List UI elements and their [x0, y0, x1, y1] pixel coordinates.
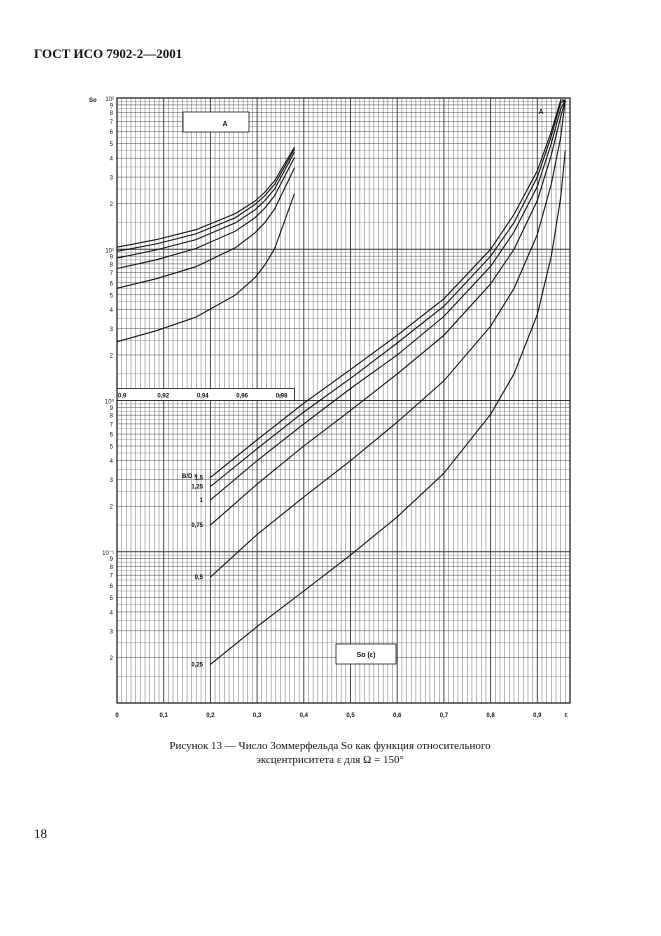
- y-tick-label: 5: [110, 445, 114, 451]
- x-axis-label: ε: [564, 712, 567, 719]
- x-tick-label: 0,2: [206, 713, 215, 719]
- inset-series-line-1-25: [116, 148, 295, 252]
- x-tick-label: 0,1: [160, 713, 169, 719]
- y-tick-label: 7: [110, 271, 114, 277]
- inset-series-line-0-5: [116, 167, 295, 289]
- inset-x-tick-label: 0,98: [276, 394, 288, 400]
- x-tick-label: 0,8: [486, 713, 495, 719]
- main-curves: [210, 99, 566, 665]
- y-tick-label: 7: [110, 422, 114, 428]
- y-tick-label: 4: [110, 308, 114, 314]
- inset-series-line-0-25: [116, 193, 296, 343]
- inset-series-line-1-5: [116, 146, 295, 248]
- document-header: ГОСТ ИСО 7902-2—2001: [34, 46, 183, 61]
- y-tick-label: 4: [110, 157, 114, 163]
- inset-x-tick-label: 0,96: [236, 394, 248, 400]
- x-tick-label: 0,9: [533, 713, 542, 719]
- y-decade-label: 10⁻¹: [102, 551, 114, 557]
- y-axis-label: So: [89, 98, 97, 104]
- x-tick-label: 0,4: [300, 713, 309, 719]
- y-tick-label: 8: [110, 414, 114, 420]
- y-decade-label: 10²: [105, 97, 114, 103]
- y-tick-label: 2: [110, 656, 114, 662]
- inset-x-tick-label: 0,9: [118, 394, 127, 400]
- y-tick-label: 2: [110, 202, 114, 208]
- page-number: 18: [34, 826, 47, 841]
- y-tick-label: 6: [110, 281, 114, 287]
- y-tick-label: 8: [110, 111, 114, 117]
- series-line-0-25: [210, 150, 566, 665]
- inset-x-tick-label: 0,94: [197, 394, 209, 400]
- inset-region-box: [182, 111, 250, 133]
- series-line-1-25: [210, 99, 566, 487]
- y-tick-label: 3: [110, 327, 114, 333]
- chart-labels: 9876543298765432987654329876543210²10¹10…: [89, 97, 568, 719]
- y-tick-label: 5: [110, 142, 114, 148]
- caption-line-2: эксцентриситета ε для Ω = 150°: [256, 754, 404, 766]
- y-tick-label: 5: [110, 596, 114, 602]
- series-line-1-5: [210, 99, 566, 478]
- inset-series-line-0-75: [116, 157, 295, 270]
- series-line-0-75: [210, 99, 566, 526]
- ratio-label: B/D =: [182, 474, 198, 480]
- region-label-main: A: [538, 109, 543, 116]
- y-tick-label: 5: [110, 293, 114, 299]
- y-tick-label: 9: [110, 255, 114, 261]
- y-decade-label: 10⁰: [105, 399, 115, 406]
- series-line-1: [210, 99, 566, 501]
- y-tick-label: 2: [110, 353, 114, 359]
- y-tick-label: 2: [110, 505, 114, 511]
- y-tick-label: 4: [110, 610, 114, 616]
- grid-minor: [117, 98, 571, 703]
- inset-grid: [116, 111, 295, 401]
- y-tick-label: 7: [110, 120, 114, 126]
- x-tick-label: 0,6: [393, 713, 402, 719]
- y-tick-label: 6: [110, 433, 114, 439]
- series-label-0-5: 0,5: [195, 575, 204, 581]
- figure-caption: Рисунок 13 — Число Зоммерфельда So как ф…: [80, 739, 580, 767]
- y-tick-label: 9: [110, 557, 114, 563]
- y-tick-label: 8: [110, 565, 114, 571]
- x-tick-label: 0: [115, 713, 119, 719]
- x-tick-label: 0,3: [253, 713, 262, 719]
- inset-series-line-1: [116, 151, 295, 259]
- y-tick-label: 9: [110, 103, 114, 109]
- series-label-1: 1: [200, 498, 204, 504]
- y-tick-label: 6: [110, 584, 114, 590]
- inset-x-tick-label: 0,92: [157, 394, 169, 400]
- curve-label-box: [335, 643, 397, 665]
- inset-curves: [116, 146, 296, 343]
- y-tick-label: 3: [110, 478, 114, 484]
- y-decade-label: 10¹: [105, 248, 114, 254]
- y-tick-label: 7: [110, 574, 114, 580]
- y-tick-label: 9: [110, 406, 114, 412]
- y-tick-label: 3: [110, 629, 114, 635]
- y-tick-label: 8: [110, 262, 114, 268]
- x-tick-label: 0,5: [346, 713, 355, 719]
- series-line-0-5: [210, 99, 566, 578]
- y-tick-label: 6: [110, 130, 114, 136]
- inset-x-axis-label: ε: [279, 394, 282, 400]
- series-label-1-25: 1,25: [191, 485, 203, 491]
- curve-label: So (ε): [357, 652, 376, 659]
- series-label-0-25: 0,25: [191, 662, 203, 668]
- y-tick-label: 4: [110, 459, 114, 465]
- region-label-inset: A: [222, 121, 227, 128]
- chart-frame: [116, 97, 571, 704]
- series-label-1-5: 1,5: [195, 475, 204, 481]
- series-label-0-75: 0,75: [191, 523, 203, 529]
- x-tick-label: 0,7: [440, 713, 449, 719]
- y-tick-label: 3: [110, 176, 114, 182]
- caption-line-1: Рисунок 13 — Число Зоммерфельда So как ф…: [169, 740, 491, 752]
